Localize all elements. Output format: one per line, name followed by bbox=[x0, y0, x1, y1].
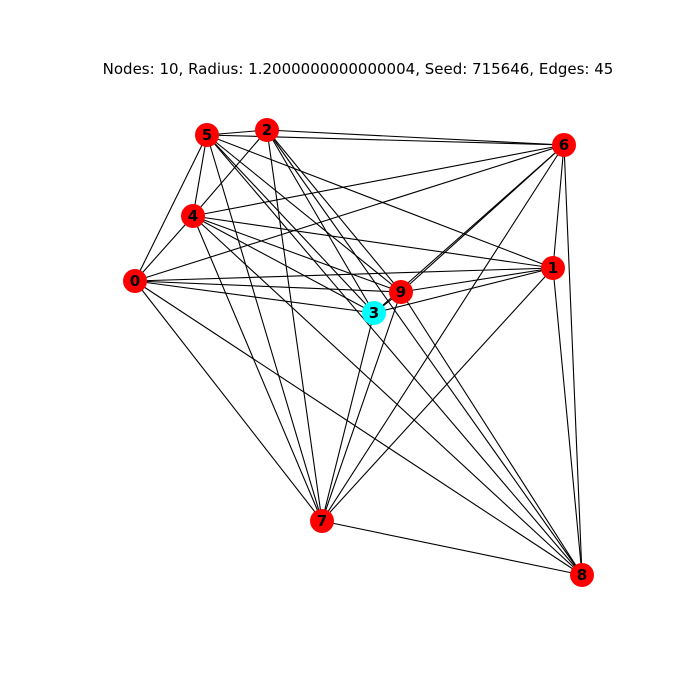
node-circle-6 bbox=[552, 133, 576, 157]
node-label-2: 2 bbox=[262, 121, 272, 139]
node-3: 3 bbox=[362, 301, 386, 325]
edge-2-3 bbox=[266, 129, 375, 314]
edge-7-8 bbox=[321, 520, 583, 576]
node-circle-7 bbox=[310, 509, 334, 533]
node-9: 9 bbox=[389, 280, 413, 304]
node-label-0: 0 bbox=[130, 272, 140, 290]
node-8: 8 bbox=[570, 563, 594, 587]
edge-4-7 bbox=[192, 215, 323, 522]
edge-6-8 bbox=[563, 144, 583, 576]
edge-8-9 bbox=[400, 291, 583, 576]
edge-0-1 bbox=[134, 267, 554, 282]
node-label-5: 5 bbox=[202, 126, 212, 144]
node-layer: 0 1 2 3 4 5 6 7 8 9 bbox=[123, 118, 594, 587]
edge-4-9 bbox=[192, 215, 402, 293]
node-circle-8 bbox=[570, 563, 594, 587]
edge-2-4 bbox=[192, 129, 268, 217]
node-label-4: 4 bbox=[188, 207, 198, 225]
edge-1-3 bbox=[373, 267, 554, 314]
edge-0-8 bbox=[134, 280, 583, 576]
edge-3-4 bbox=[192, 215, 375, 314]
edge-6-7 bbox=[321, 144, 565, 522]
node-circle-2 bbox=[255, 118, 279, 142]
node-label-3: 3 bbox=[369, 304, 379, 322]
edge-1-6 bbox=[552, 144, 565, 269]
node-label-7: 7 bbox=[317, 512, 327, 530]
node-circle-4 bbox=[181, 204, 205, 228]
node-2: 2 bbox=[255, 118, 279, 142]
node-label-6: 6 bbox=[559, 136, 569, 154]
node-4: 4 bbox=[181, 204, 205, 228]
node-circle-3 bbox=[362, 301, 386, 325]
edge-4-8 bbox=[192, 215, 583, 576]
node-5: 5 bbox=[195, 123, 219, 147]
graph-title: Nodes: 10, Radius: 1.2000000000000004, S… bbox=[102, 60, 614, 78]
node-label-9: 9 bbox=[396, 283, 406, 301]
node-label-1: 1 bbox=[548, 259, 558, 277]
edge-3-5 bbox=[206, 134, 375, 314]
node-circle-9 bbox=[389, 280, 413, 304]
edge-5-9 bbox=[206, 134, 402, 293]
edge-2-7 bbox=[266, 129, 323, 522]
edge-2-9 bbox=[266, 129, 402, 293]
edge-5-7 bbox=[206, 134, 323, 522]
edge-0-4 bbox=[134, 215, 194, 282]
node-circle-0 bbox=[123, 269, 147, 293]
edge-4-5 bbox=[192, 134, 208, 217]
node-1: 1 bbox=[541, 256, 565, 280]
node-0: 0 bbox=[123, 269, 147, 293]
edge-0-3 bbox=[134, 280, 375, 314]
edge-1-7 bbox=[321, 267, 554, 522]
edge-2-8 bbox=[266, 129, 583, 576]
edge-0-6 bbox=[134, 144, 565, 282]
edge-0-7 bbox=[134, 280, 323, 522]
edge-1-4 bbox=[192, 215, 554, 269]
edge-layer bbox=[134, 129, 583, 576]
edge-7-9 bbox=[321, 291, 402, 522]
edge-6-9 bbox=[400, 144, 565, 293]
edge-1-5 bbox=[206, 134, 554, 269]
edge-0-9 bbox=[134, 280, 402, 293]
node-circle-5 bbox=[195, 123, 219, 147]
edge-2-6 bbox=[266, 129, 565, 146]
edge-5-8 bbox=[206, 134, 583, 576]
node-circle-1 bbox=[541, 256, 565, 280]
edge-1-8 bbox=[552, 267, 583, 576]
node-7: 7 bbox=[310, 509, 334, 533]
edge-3-7 bbox=[321, 312, 375, 522]
edge-4-6 bbox=[192, 144, 565, 217]
node-6: 6 bbox=[552, 133, 576, 157]
edge-0-5 bbox=[134, 134, 208, 282]
node-label-8: 8 bbox=[577, 566, 587, 584]
